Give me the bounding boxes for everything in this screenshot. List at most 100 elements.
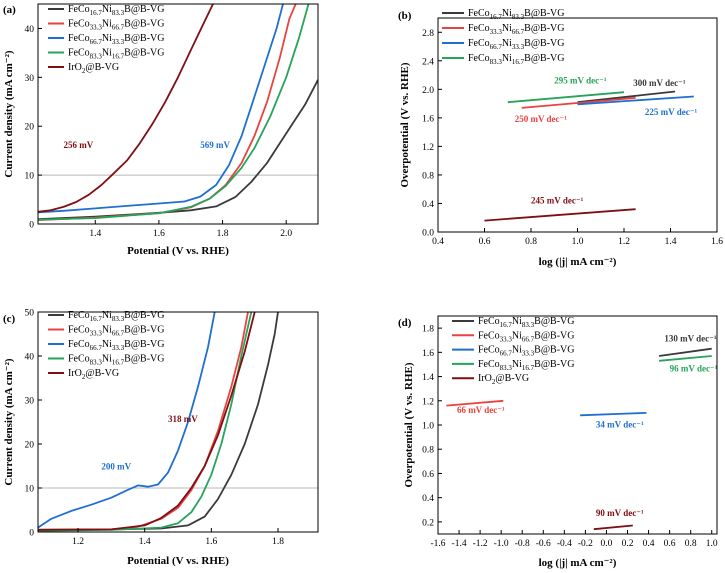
- series-line-blue: [580, 412, 647, 417]
- annotation-red: 66 mV dec⁻¹: [457, 405, 505, 415]
- legend-label: IrO2@B-VG: [68, 368, 119, 381]
- y-tick-label: 40: [25, 25, 35, 35]
- y-axis-title: Overpotential (V vs. RHE): [403, 362, 415, 487]
- legend: FeCo16.7Ni83.3B@B-VGFeCo33.3Ni66.7B@B-VG…: [48, 310, 165, 381]
- annotation-black: 130 mV dec⁻¹: [664, 333, 717, 343]
- legend-label: IrO2@B-VG: [478, 373, 529, 386]
- legend-label: FeCo33.3Ni66.7B@B-VG: [68, 325, 165, 338]
- x-tick-label: 0.0: [601, 539, 613, 549]
- legend-label: FeCo33.3Ni66.7B@B-VG: [468, 23, 565, 36]
- legend-label: FeCo66.7Ni33.3B@B-VG: [468, 38, 565, 51]
- legend: FeCo16.7Ni83.3B@B-VG FeCo33.3Ni66.7B@B-VG…: [48, 4, 165, 75]
- series-line-red: [446, 399, 504, 407]
- x-tick-label: 1.8: [217, 229, 229, 239]
- x-axis-title: log (|j| mA cm⁻²): [539, 256, 617, 268]
- y-tick-label: 1.6: [422, 114, 434, 124]
- y-tick-label: 30: [25, 74, 35, 84]
- legend-label: FeCo83.3Ni16.7B@B-VG: [468, 53, 565, 66]
- legend-label: IrO2@B-VG: [68, 62, 119, 75]
- legend-label: FeCo16.7Ni83.3B@B-VG: [478, 316, 575, 329]
- x-tick-label: -0.2: [578, 539, 593, 549]
- y-axis-title: Overpotential (V vs. RHE): [399, 62, 411, 187]
- x-tick-label: 1.8: [272, 537, 284, 547]
- x-tick-label: 0.6: [479, 237, 491, 247]
- y-tick-label: 2.4: [422, 57, 434, 67]
- annotation-darkred: 318 mV: [168, 414, 198, 424]
- plot-frame: [37, 311, 319, 533]
- y-axis-title: Current density (mA cm⁻²): [3, 50, 15, 177]
- chart-panel-b: 0.4 0.6 0.8 1.0 1.2 1.4 1.60.00.40.81.21.62.02…: [398, 8, 723, 268]
- y-axis-title: Current density (mA cm⁻²): [3, 358, 15, 485]
- legend-label: FeCo33.3Ni66.7B@B-VG: [68, 19, 165, 32]
- y-tick-label: 50: [25, 309, 35, 319]
- annotation-blue: 34 mV dec⁻¹: [596, 419, 644, 429]
- series-line-blue: [38, 4, 284, 214]
- x-axis-title: Potential (V vs. RHE): [127, 555, 229, 567]
- annotation-green: 96 mV dec⁻¹: [670, 364, 718, 374]
- x-axis-title: log (|j| mA cm⁻²): [539, 557, 617, 569]
- series-line-darkred: [38, 4, 214, 213]
- panel-label: (c): [3, 313, 16, 325]
- y-tick-label: 10: [25, 485, 35, 495]
- x-axis-title: Potential (V vs. RHE): [127, 245, 229, 257]
- y-tick-label: 0.8: [422, 446, 434, 456]
- series-line-green: [507, 91, 625, 104]
- y-tick-label: 2.8: [422, 29, 434, 39]
- x-tick-label: 0.8: [525, 237, 537, 247]
- x-tick-label: 1.4: [89, 229, 101, 239]
- series-line-darkred: [38, 312, 256, 531]
- legend: FeCo16.7Ni83.3B@B-VG FeCo33.3Ni66.7B@B-VG…: [442, 8, 565, 66]
- legend-label: FeCo16.7Ni83.3B@B-VG: [468, 8, 565, 21]
- annotation-blue: 225 mV dec⁻¹: [645, 107, 698, 117]
- panel-label: (a): [3, 4, 16, 16]
- annotation-darkred: 256 mV: [63, 140, 93, 150]
- plot-frame: [37, 3, 319, 225]
- y-tick-label: 0: [29, 221, 34, 231]
- y-tick-label: 1.2: [422, 143, 434, 153]
- x-tick-label: 1.0: [706, 539, 718, 549]
- legend-label: FeCo83.3Ni16.7B@B-VG: [68, 48, 165, 61]
- x-tick-label: -1.4: [452, 539, 467, 549]
- legend-label: FeCo83.3Ni16.7B@B-VG: [478, 359, 575, 372]
- y-tick-label: 20: [25, 441, 35, 451]
- y-tick-label: 1.8: [422, 325, 434, 335]
- y-tick-label: 2.0: [422, 86, 434, 96]
- legend-label: FeCo66.7Ni33.3B@B-VG: [68, 33, 165, 46]
- annotation-darkred: 90 mV dec⁻¹: [596, 508, 644, 518]
- y-tick-label: 0: [29, 529, 34, 539]
- x-tick-label: -1.6: [430, 539, 445, 549]
- x-tick-label: -0.4: [557, 539, 572, 549]
- annotation-red: 250 mV dec⁻¹: [515, 114, 568, 124]
- x-tick-label: -0.8: [515, 539, 530, 549]
- y-tick-label: 1.6: [422, 349, 434, 359]
- x-tick-label: -0.6: [536, 539, 551, 549]
- series-line-blue: [38, 312, 216, 529]
- annotation-blue: 200 mV: [101, 462, 131, 472]
- x-tick-label: 1.2: [618, 237, 630, 247]
- y-tick-label: 0.6: [422, 470, 434, 480]
- chart-panel-a: 1.4 1.6 1.8 2.0 0 10 20 30 40 Potential (V vs. RH…: [3, 3, 319, 257]
- legend-label: FeCo16.7Ni83.3B@B-VG: [68, 4, 165, 17]
- annotation-blue: 569 mV: [200, 140, 230, 150]
- y-tick-label: 40: [25, 353, 35, 363]
- chart-panel-d: -1.6 -1.4 -1.2 -1.0 -0.8 -0.6 -0.4 -0.2 0.0 0.2 0.…: [398, 315, 718, 569]
- y-tick-label: 1.4: [422, 373, 434, 383]
- legend: FeCo16.7Ni83.3B@B-VGFeCo33.3Ni66.7B@B-VG…: [452, 316, 575, 386]
- y-tick-label: 30: [25, 397, 35, 407]
- x-tick-label: -1.2: [473, 539, 488, 549]
- y-tick-label: 10: [25, 172, 35, 182]
- x-tick-label: 0.2: [622, 539, 634, 549]
- series-line-black: [577, 90, 676, 104]
- x-tick-label: 0.8: [685, 539, 697, 549]
- x-tick-label: 1.2: [72, 537, 84, 547]
- panel-label: (d): [398, 317, 412, 329]
- x-tick-label: 0.6: [664, 539, 676, 549]
- y-tick-label: 0.0: [422, 229, 434, 239]
- x-tick-label: 1.4: [139, 537, 151, 547]
- series-line-red: [521, 97, 636, 109]
- y-tick-label: 1.2: [422, 397, 434, 407]
- chart-panel-c: 1.2 1.4 1.6 1.8 0 10 20 30 40 50 Potential (V vs. …: [3, 309, 319, 567]
- series-line-darkred: [593, 524, 633, 531]
- x-tick-label: 2.0: [280, 229, 292, 239]
